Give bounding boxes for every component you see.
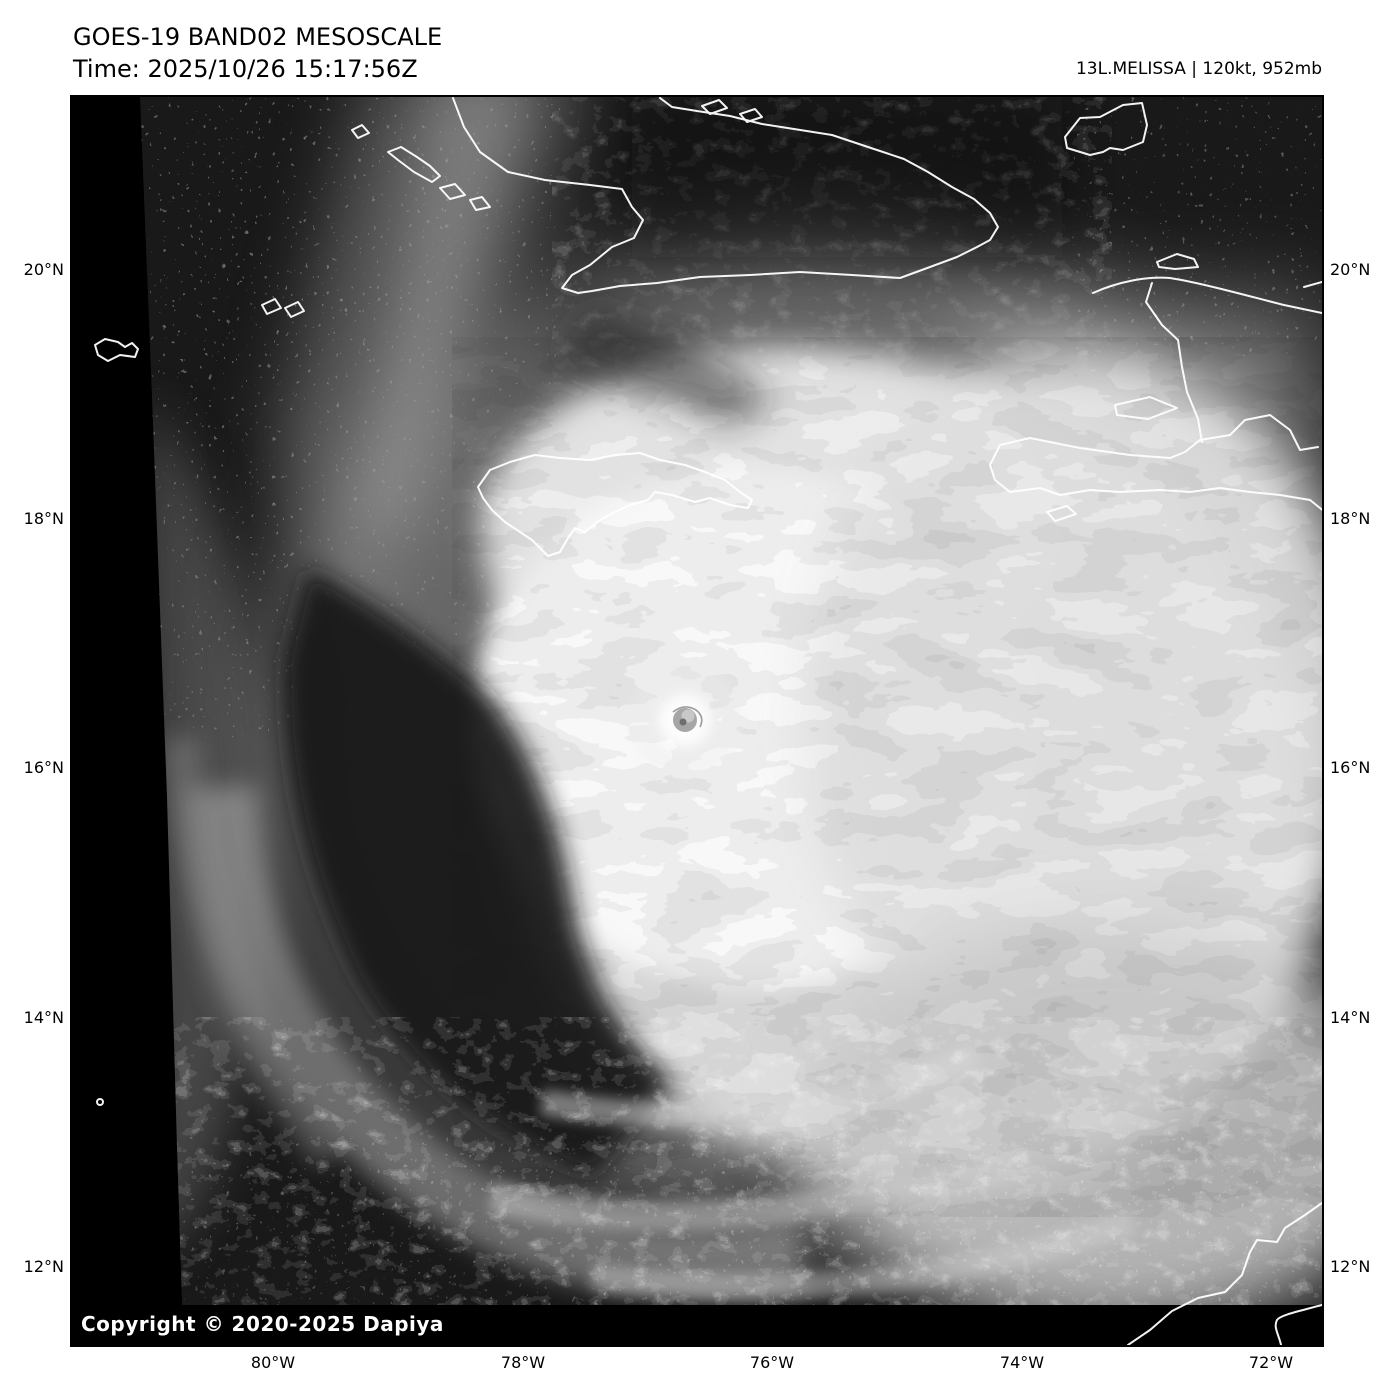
satellite-map: Copyright © 2020-2025 Dapiya	[70, 95, 1324, 1347]
lat-label-left-12n: 12°N	[23, 1257, 64, 1276]
hurricane-eye	[631, 666, 739, 774]
lat-label-right-18n: 18°N	[1330, 509, 1371, 528]
lat-label-left-18n: 18°N	[23, 509, 64, 528]
lon-label-72w: 72°W	[1248, 1353, 1294, 1372]
copyright: Copyright © 2020-2025 Dapiya	[81, 1312, 444, 1336]
coastline-hispaniola-south	[989, 464, 1322, 545]
timestamp: Time: 2025/10/26 15:17:56Z	[73, 55, 418, 83]
lon-label-78w: 78°W	[500, 1353, 546, 1372]
coastline-south-america	[1127, 1202, 1322, 1345]
lat-label-right-16n: 16°N	[1330, 758, 1371, 777]
lat-label-left-14n: 14°N	[23, 1008, 64, 1027]
lon-label-76w: 76°W	[749, 1353, 795, 1372]
lat-label-left-16n: 16°N	[23, 758, 64, 777]
lat-label-right-20n: 20°N	[1330, 260, 1371, 279]
coastline-hispaniola-north	[989, 414, 1319, 466]
bottom-no-data-band	[72, 1305, 1322, 1345]
coastline-haiti-north	[1092, 276, 1322, 314]
lat-label-right-12n: 12°N	[1330, 1257, 1371, 1276]
coastline-gonave	[1114, 396, 1178, 420]
storm-info: 13L.MELISSA | 120kt, 952mb	[1075, 59, 1322, 79]
lon-label-74w: 74°W	[999, 1353, 1045, 1372]
coastlines	[94, 97, 1322, 1345]
satellite-imagery	[140, 97, 1322, 1305]
coastline-cays	[351, 124, 370, 139]
coastline-cuba	[452, 97, 999, 294]
page-title: GOES-19 BAND02 MESOSCALE	[73, 23, 443, 51]
lon-label-80w: 80°W	[250, 1353, 296, 1372]
lat-label-left-20n: 20°N	[23, 260, 64, 279]
coastline-tortuga	[1156, 253, 1199, 270]
satellite-image	[72, 97, 1322, 1345]
coastline-cayman	[94, 338, 139, 362]
lat-label-right-14n: 14°N	[1330, 1008, 1371, 1027]
coastline-jamaica	[477, 452, 753, 557]
coastline-inagua	[1064, 102, 1148, 156]
